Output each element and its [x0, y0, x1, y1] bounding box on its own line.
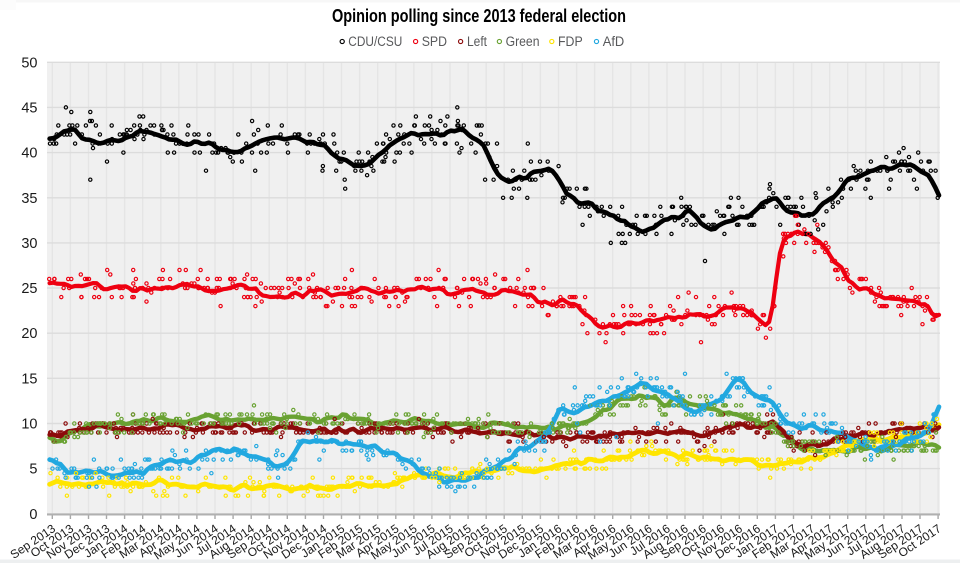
svg-text:30: 30 — [21, 236, 37, 252]
svg-text:25: 25 — [21, 281, 37, 297]
svg-text:20: 20 — [21, 326, 37, 342]
svg-text:0: 0 — [29, 507, 37, 523]
svg-text:CDU/CSU: CDU/CSU — [348, 34, 402, 49]
svg-text:Left: Left — [467, 34, 487, 49]
svg-text:35: 35 — [21, 191, 37, 207]
svg-text:AfD: AfD — [603, 34, 625, 49]
svg-text:50: 50 — [21, 55, 37, 71]
svg-text:Green: Green — [506, 34, 540, 49]
svg-text:5: 5 — [29, 462, 37, 478]
svg-text:40: 40 — [21, 146, 37, 162]
svg-text:FDP: FDP — [558, 34, 583, 49]
svg-text:SPD: SPD — [422, 34, 448, 49]
svg-text:10: 10 — [21, 417, 37, 433]
svg-text:Opinion polling since 2013 fed: Opinion polling since 2013 federal elect… — [332, 6, 626, 26]
svg-text:45: 45 — [21, 100, 37, 116]
svg-text:15: 15 — [21, 371, 37, 387]
